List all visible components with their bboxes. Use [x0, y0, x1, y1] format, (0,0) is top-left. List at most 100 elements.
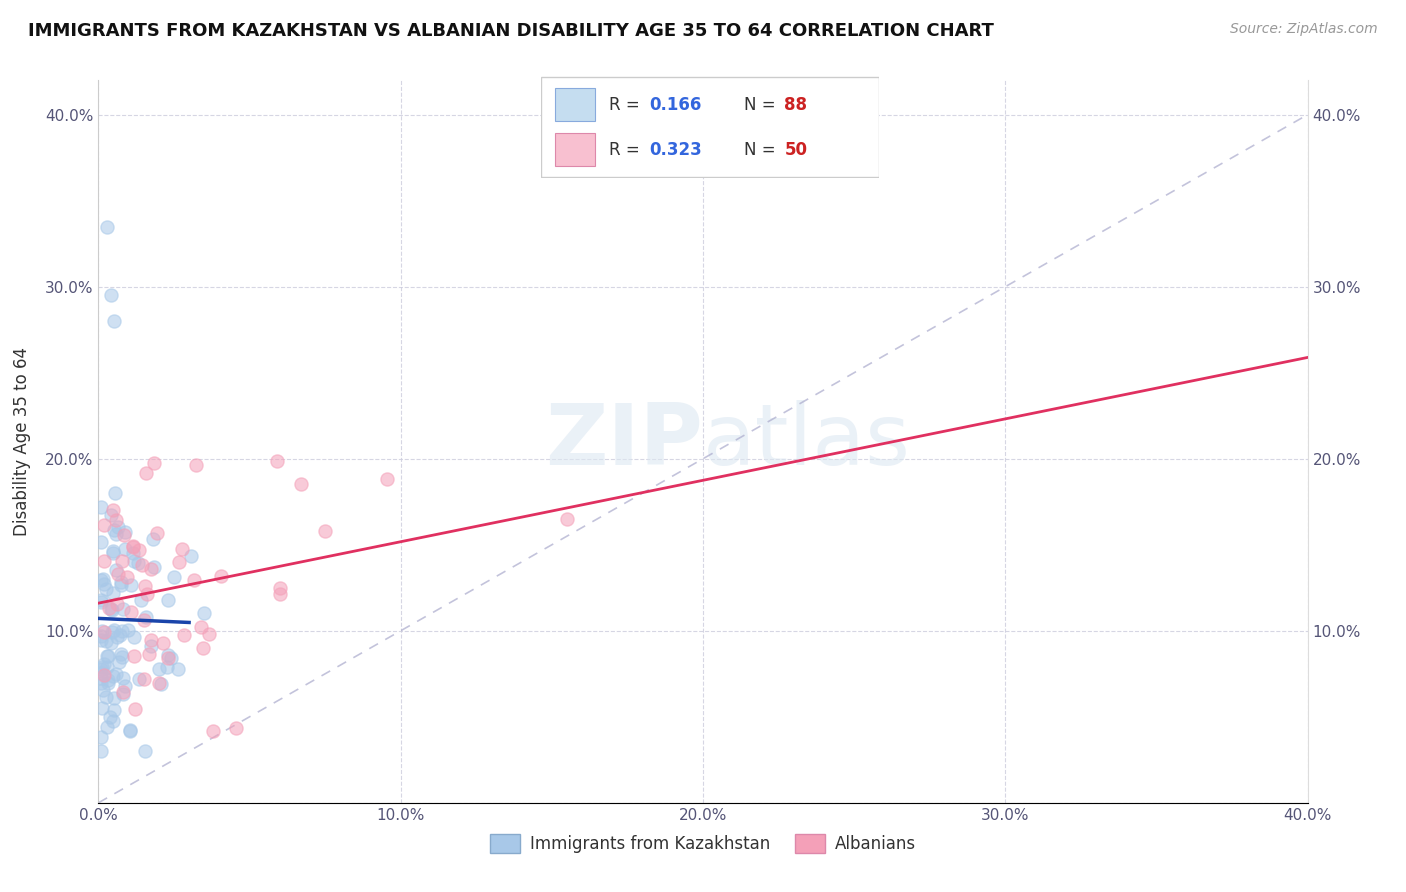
Text: N =: N =	[744, 141, 780, 159]
Point	[112, 527, 135, 541]
Point	[122, 546, 145, 560]
Point	[101, 586, 124, 600]
Text: 50: 50	[785, 141, 807, 159]
Text: 0.323: 0.323	[650, 141, 702, 159]
Point	[90, 700, 112, 714]
Point	[101, 714, 124, 729]
Point	[128, 673, 150, 687]
Point	[90, 595, 112, 609]
Point	[134, 578, 156, 592]
Point	[128, 543, 150, 558]
Point	[93, 624, 115, 639]
FancyBboxPatch shape	[555, 133, 595, 166]
Point	[201, 723, 224, 738]
Point	[184, 458, 207, 472]
Text: 88: 88	[785, 95, 807, 113]
Point	[103, 669, 125, 683]
Point	[375, 472, 398, 486]
Point	[193, 640, 215, 655]
Point	[111, 553, 134, 567]
Point	[122, 648, 145, 663]
Text: IMMIGRANTS FROM KAZAKHSTAN VS ALBANIAN DISABILITY AGE 35 TO 64 CORRELATION CHART: IMMIGRANTS FROM KAZAKHSTAN VS ALBANIAN D…	[28, 22, 994, 40]
Point	[160, 650, 183, 665]
Point	[90, 535, 112, 549]
Point	[120, 605, 142, 619]
Point	[104, 486, 127, 500]
Text: N =: N =	[744, 95, 780, 113]
Point	[132, 672, 155, 686]
Point	[105, 631, 128, 645]
Point	[93, 554, 115, 568]
Point	[121, 539, 143, 553]
Point	[115, 570, 138, 584]
Point	[90, 629, 112, 643]
Point	[91, 572, 114, 586]
Point	[111, 624, 134, 639]
Point	[91, 624, 114, 638]
Point	[110, 628, 132, 642]
Point	[134, 744, 156, 758]
Point	[90, 730, 112, 744]
Point	[122, 554, 145, 568]
Point	[103, 502, 125, 516]
Point	[97, 676, 120, 690]
Point	[100, 636, 122, 650]
Point	[103, 314, 125, 328]
Point	[111, 671, 134, 685]
Point	[135, 610, 157, 624]
Text: R =: R =	[609, 95, 645, 113]
Point	[93, 668, 115, 682]
Point	[114, 679, 136, 693]
Point	[93, 518, 115, 533]
Point	[105, 597, 128, 611]
Point	[120, 724, 142, 739]
Point	[103, 624, 125, 638]
Point	[103, 547, 125, 561]
Point	[136, 587, 159, 601]
Point	[157, 648, 180, 662]
Point	[149, 677, 172, 691]
Point	[100, 601, 122, 615]
Y-axis label: Disability Age 35 to 64: Disability Age 35 to 64	[13, 347, 31, 536]
Point	[90, 573, 112, 587]
Point	[93, 576, 115, 591]
Point	[103, 523, 125, 537]
Point	[90, 665, 112, 680]
Point	[90, 672, 112, 686]
Point	[108, 655, 131, 669]
Text: R =: R =	[609, 141, 645, 159]
Point	[122, 630, 145, 644]
Point	[141, 639, 163, 653]
Point	[129, 592, 152, 607]
Point	[269, 582, 291, 596]
Text: ZIP: ZIP	[546, 400, 703, 483]
Point	[163, 570, 186, 584]
Point	[139, 632, 162, 647]
Point	[103, 703, 125, 717]
Point	[112, 687, 135, 701]
Point	[290, 477, 312, 491]
Text: 0.166: 0.166	[650, 95, 702, 113]
Point	[143, 456, 166, 470]
Point	[90, 676, 112, 690]
Point	[91, 660, 114, 674]
Point	[120, 723, 142, 737]
Point	[167, 662, 190, 676]
Point	[90, 593, 112, 607]
Point	[96, 648, 118, 663]
Point	[135, 467, 157, 481]
Point	[94, 582, 117, 596]
Point	[98, 600, 121, 615]
Point	[225, 721, 247, 735]
Point	[122, 540, 145, 554]
Point	[100, 624, 122, 639]
Point	[173, 628, 195, 642]
Point	[114, 524, 136, 539]
Point	[100, 508, 122, 522]
Point	[96, 633, 118, 648]
Point	[138, 648, 160, 662]
Point	[110, 574, 132, 589]
Point	[555, 512, 578, 526]
Point	[148, 676, 170, 690]
Text: atlas: atlas	[703, 400, 911, 483]
